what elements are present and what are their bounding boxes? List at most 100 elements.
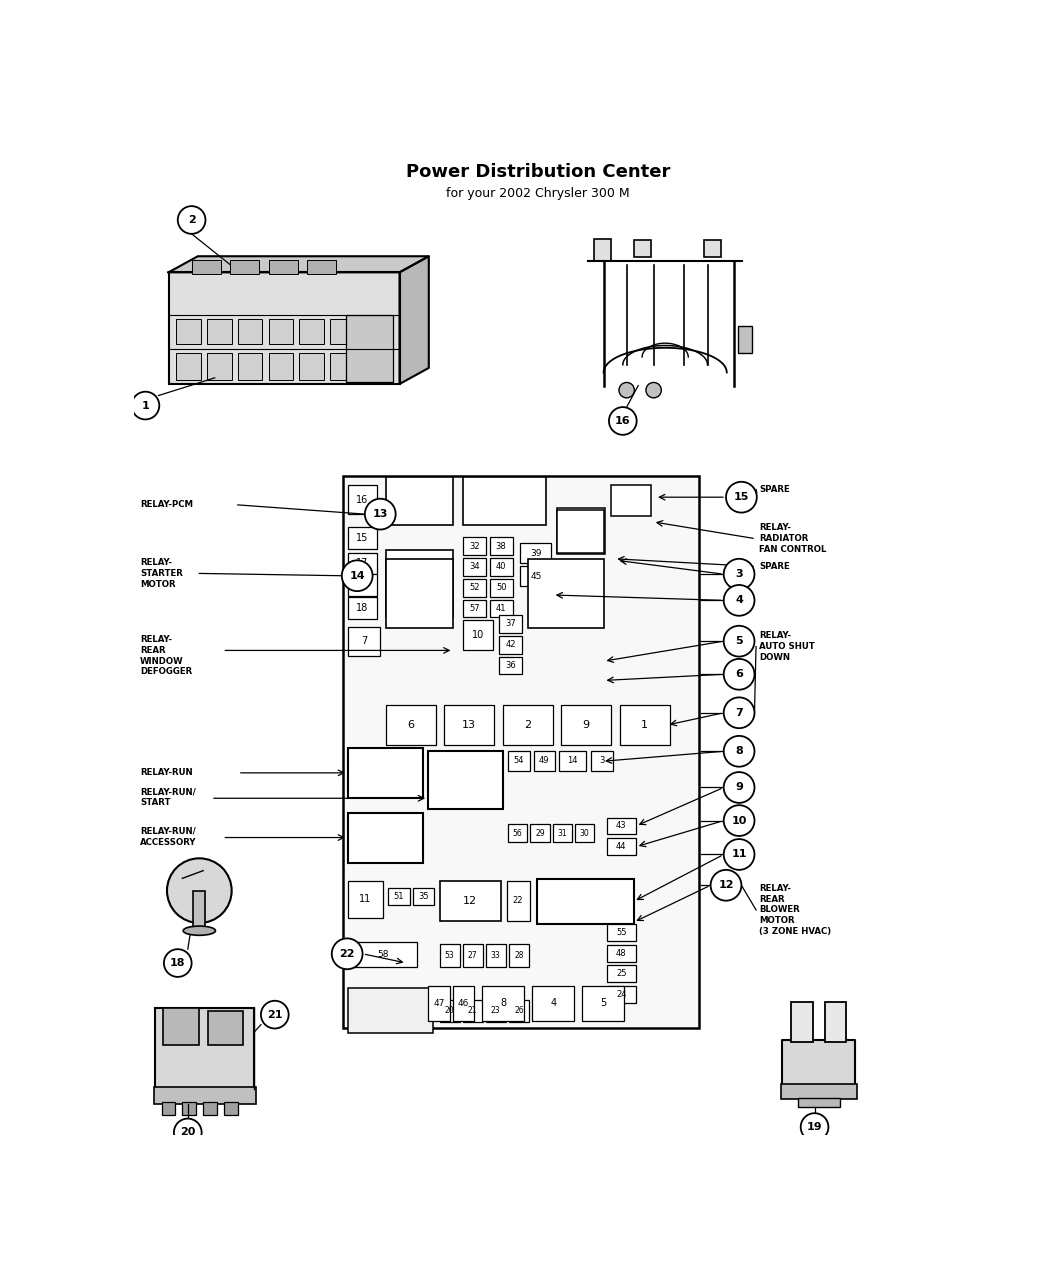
Text: for your 2002 Chrysler 300 M: for your 2002 Chrysler 300 M: [446, 187, 630, 200]
Text: 13: 13: [373, 509, 387, 519]
Bar: [428, 986, 449, 1021]
Text: RELAY-: RELAY-: [759, 631, 791, 640]
Text: REAR: REAR: [140, 646, 166, 655]
Text: RELAY-RUN/: RELAY-RUN/: [140, 788, 195, 797]
Bar: [486, 1000, 506, 1021]
Bar: [163, 1009, 198, 1046]
Text: 9: 9: [583, 720, 590, 731]
Text: 38: 38: [496, 542, 506, 551]
Text: 41: 41: [496, 604, 506, 613]
Bar: [463, 558, 486, 576]
Text: 9: 9: [735, 783, 743, 793]
Bar: [453, 986, 475, 1021]
Text: Power Distribution Center: Power Distribution Center: [406, 163, 670, 181]
Text: 47: 47: [433, 1000, 444, 1009]
Text: 54: 54: [513, 756, 524, 765]
Text: 15: 15: [734, 492, 749, 502]
Bar: [463, 599, 486, 617]
Text: 22: 22: [512, 896, 523, 905]
Bar: [444, 705, 495, 745]
Bar: [385, 558, 454, 629]
Bar: [463, 944, 483, 966]
Text: 53: 53: [445, 951, 455, 960]
Text: 11: 11: [359, 894, 372, 904]
Circle shape: [726, 482, 757, 513]
Bar: [307, 260, 336, 274]
Text: 6: 6: [735, 669, 743, 680]
Bar: [798, 1098, 840, 1107]
Text: 31: 31: [558, 829, 567, 838]
Text: 5: 5: [600, 998, 606, 1009]
Text: 12: 12: [718, 880, 734, 890]
Bar: [348, 528, 377, 548]
Bar: [509, 944, 529, 966]
Bar: [428, 751, 503, 810]
Text: 8: 8: [735, 746, 743, 756]
Text: RELAY-PCM: RELAY-PCM: [140, 500, 193, 510]
Bar: [607, 986, 636, 1003]
Text: 19: 19: [356, 580, 369, 590]
Bar: [620, 705, 670, 745]
Text: (3 ZONE HVAC): (3 ZONE HVAC): [759, 927, 832, 936]
Text: 3: 3: [735, 569, 743, 579]
Text: 28: 28: [514, 951, 524, 960]
Bar: [155, 1007, 254, 1089]
Text: 22: 22: [339, 949, 355, 959]
Text: 7: 7: [361, 636, 368, 646]
Bar: [162, 1103, 175, 1114]
Bar: [738, 326, 752, 353]
Text: 14: 14: [350, 571, 365, 580]
Bar: [348, 552, 377, 574]
Circle shape: [342, 560, 373, 592]
Text: 1: 1: [142, 400, 149, 411]
Bar: [208, 1011, 244, 1046]
Text: FAN CONTROL: FAN CONTROL: [759, 544, 826, 555]
Bar: [607, 924, 636, 941]
Text: RELAY-: RELAY-: [140, 558, 172, 567]
Text: 16: 16: [356, 495, 369, 505]
Text: 1: 1: [642, 720, 648, 731]
Text: 48: 48: [616, 949, 627, 958]
Text: 6: 6: [407, 720, 414, 731]
Text: 55: 55: [616, 928, 627, 937]
Bar: [530, 825, 550, 843]
Text: 4: 4: [550, 998, 556, 1009]
Text: 16: 16: [615, 416, 631, 426]
Bar: [593, 240, 610, 261]
Text: START: START: [140, 798, 170, 807]
Bar: [528, 558, 604, 629]
Text: 27: 27: [468, 951, 478, 960]
Bar: [508, 825, 527, 843]
Circle shape: [711, 870, 741, 900]
Text: 37: 37: [505, 620, 516, 629]
Bar: [538, 878, 633, 924]
Bar: [509, 1000, 529, 1021]
Circle shape: [365, 499, 396, 529]
Bar: [361, 319, 385, 344]
Text: 10: 10: [471, 630, 484, 640]
Text: RADIATOR: RADIATOR: [759, 534, 808, 543]
Circle shape: [723, 839, 755, 870]
Bar: [269, 353, 293, 380]
Bar: [348, 597, 377, 618]
Bar: [489, 599, 512, 617]
Text: 32: 32: [469, 542, 480, 551]
Bar: [237, 353, 262, 380]
Text: AUTO SHUT: AUTO SHUT: [759, 643, 815, 652]
Text: 26: 26: [514, 1006, 524, 1015]
Bar: [348, 942, 417, 966]
Text: 18: 18: [356, 603, 369, 613]
Bar: [591, 751, 613, 770]
Bar: [183, 1103, 196, 1114]
Text: 13: 13: [462, 720, 477, 731]
Bar: [463, 1000, 483, 1021]
Text: BLOWER: BLOWER: [759, 905, 800, 914]
Text: 2: 2: [188, 215, 195, 224]
Text: 43: 43: [616, 821, 627, 830]
Text: 21: 21: [267, 1010, 282, 1020]
Bar: [532, 986, 574, 1021]
Bar: [345, 315, 394, 382]
Bar: [361, 353, 385, 380]
Text: DOWN: DOWN: [759, 653, 790, 662]
Text: 4: 4: [735, 595, 743, 606]
